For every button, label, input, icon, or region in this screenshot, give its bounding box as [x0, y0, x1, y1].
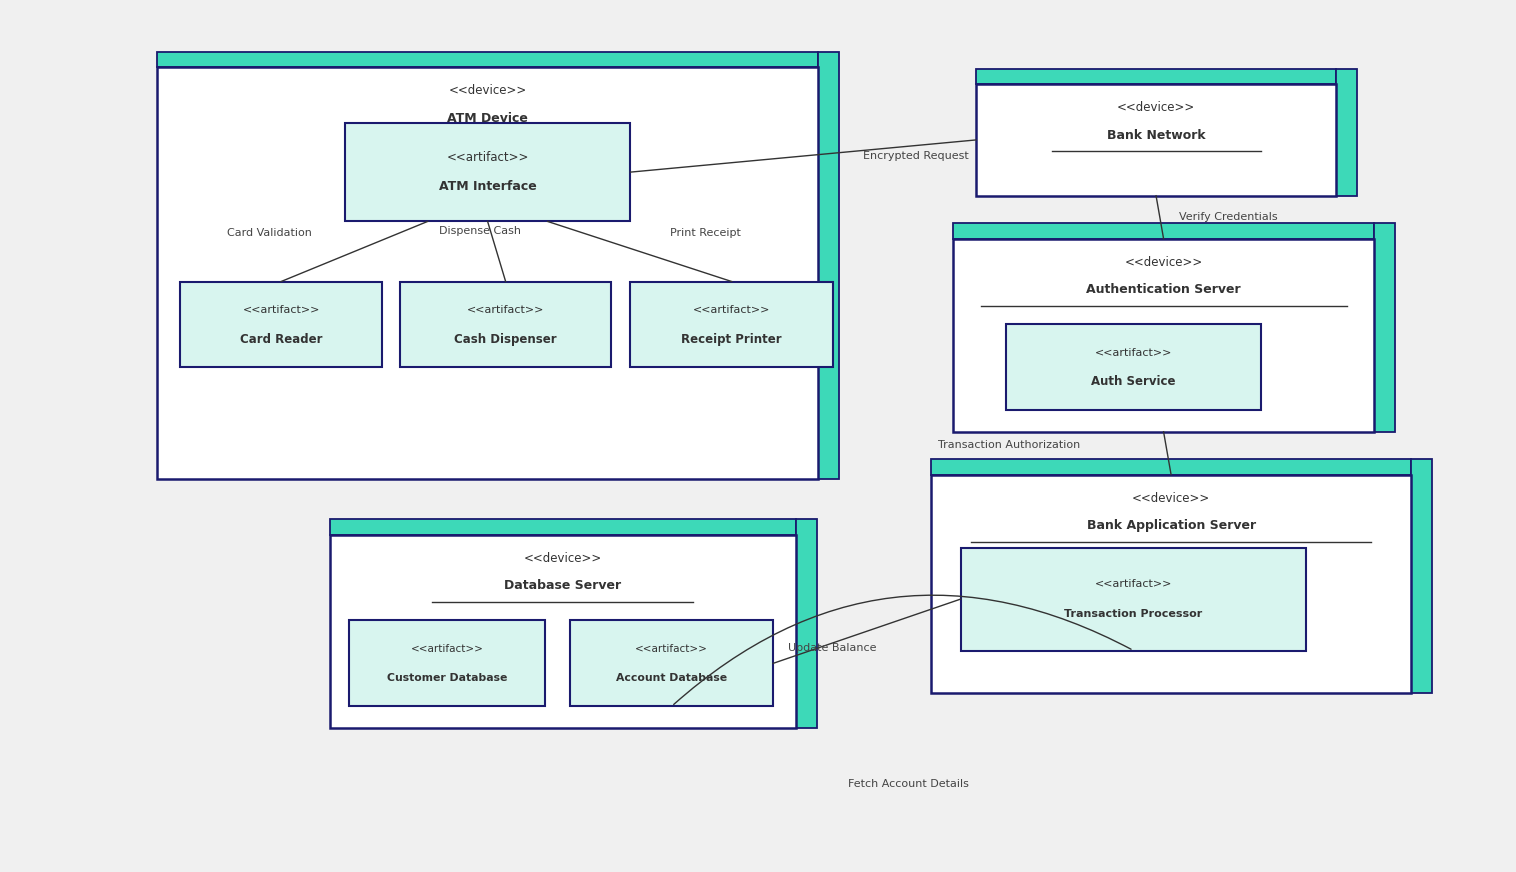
- FancyBboxPatch shape: [180, 282, 382, 367]
- Text: <<artifact>>: <<artifact>>: [635, 644, 708, 654]
- FancyBboxPatch shape: [330, 519, 796, 535]
- Text: ATM Device: ATM Device: [447, 112, 528, 125]
- Text: Bank Application Server: Bank Application Server: [1087, 519, 1255, 532]
- Text: <<device>>: <<device>>: [1132, 492, 1210, 505]
- Text: <<device>>: <<device>>: [523, 552, 602, 565]
- Text: <<artifact>>: <<artifact>>: [1095, 348, 1172, 358]
- FancyBboxPatch shape: [1336, 69, 1357, 195]
- Text: Account Database: Account Database: [615, 673, 728, 683]
- FancyBboxPatch shape: [819, 51, 840, 479]
- FancyBboxPatch shape: [158, 51, 819, 67]
- FancyBboxPatch shape: [1411, 460, 1433, 693]
- FancyBboxPatch shape: [570, 621, 773, 706]
- Text: Authentication Server: Authentication Server: [1087, 283, 1242, 296]
- FancyBboxPatch shape: [158, 67, 819, 479]
- Text: <<artifact>>: <<artifact>>: [411, 644, 484, 654]
- Text: Fetch Account Details: Fetch Account Details: [847, 780, 969, 789]
- Text: Transaction Processor: Transaction Processor: [1064, 609, 1202, 618]
- FancyBboxPatch shape: [330, 535, 796, 728]
- Text: Transaction Authorization: Transaction Authorization: [938, 439, 1081, 450]
- Text: Bank Network: Bank Network: [1107, 129, 1205, 142]
- Text: <<artifact>>: <<artifact>>: [446, 151, 529, 164]
- FancyBboxPatch shape: [796, 519, 817, 728]
- Text: Card Validation: Card Validation: [227, 228, 312, 238]
- Text: Encrypted Request: Encrypted Request: [863, 151, 969, 161]
- FancyBboxPatch shape: [931, 460, 1411, 474]
- FancyBboxPatch shape: [400, 282, 611, 367]
- Text: Customer Database: Customer Database: [387, 673, 508, 683]
- FancyBboxPatch shape: [954, 239, 1373, 432]
- Text: Print Receipt: Print Receipt: [670, 228, 741, 238]
- Text: Dispense Cash: Dispense Cash: [440, 226, 522, 235]
- Text: <<artifact>>: <<artifact>>: [1095, 580, 1172, 589]
- FancyBboxPatch shape: [976, 85, 1336, 195]
- Text: <<artifact>>: <<artifact>>: [693, 305, 770, 315]
- Text: Receipt Printer: Receipt Printer: [681, 332, 782, 345]
- Text: <<device>>: <<device>>: [1117, 101, 1195, 114]
- FancyBboxPatch shape: [1373, 223, 1395, 432]
- Text: Card Reader: Card Reader: [240, 332, 323, 345]
- FancyBboxPatch shape: [1005, 324, 1261, 410]
- Text: Update Balance: Update Balance: [788, 644, 876, 653]
- FancyBboxPatch shape: [931, 474, 1411, 693]
- Text: <<device>>: <<device>>: [1125, 255, 1202, 269]
- Text: ATM Interface: ATM Interface: [438, 181, 537, 194]
- FancyBboxPatch shape: [346, 123, 631, 221]
- FancyBboxPatch shape: [954, 223, 1373, 239]
- Text: Verify Credentials: Verify Credentials: [1178, 212, 1276, 222]
- Text: <<artifact>>: <<artifact>>: [467, 305, 544, 315]
- Text: <<device>>: <<device>>: [449, 85, 526, 97]
- FancyBboxPatch shape: [961, 548, 1307, 651]
- Text: Cash Dispenser: Cash Dispenser: [455, 332, 556, 345]
- FancyBboxPatch shape: [349, 621, 544, 706]
- FancyBboxPatch shape: [976, 69, 1336, 85]
- FancyBboxPatch shape: [631, 282, 834, 367]
- Text: Auth Service: Auth Service: [1092, 376, 1176, 388]
- Text: <<artifact>>: <<artifact>>: [243, 305, 320, 315]
- Text: Database Server: Database Server: [505, 579, 622, 592]
